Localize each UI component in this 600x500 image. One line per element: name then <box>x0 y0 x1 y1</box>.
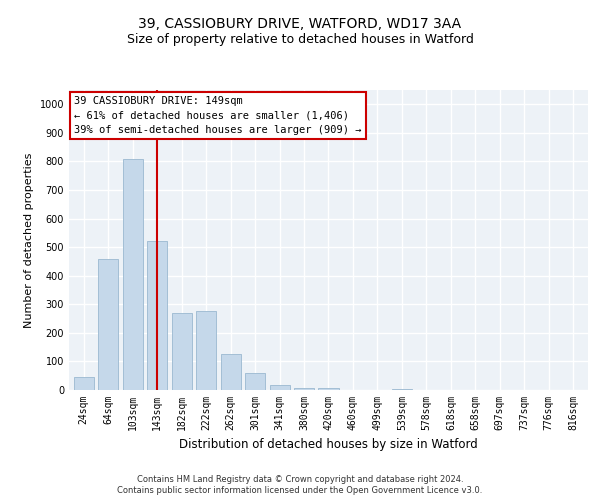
Text: 39 CASSIOBURY DRIVE: 149sqm
← 61% of detached houses are smaller (1,406)
39% of : 39 CASSIOBURY DRIVE: 149sqm ← 61% of det… <box>74 96 361 136</box>
Bar <box>221 354 241 390</box>
Bar <box>172 313 191 390</box>
Bar <box>98 258 118 390</box>
X-axis label: Distribution of detached houses by size in Watford: Distribution of detached houses by size … <box>179 438 478 452</box>
Bar <box>196 312 216 390</box>
Bar <box>122 158 143 390</box>
Y-axis label: Number of detached properties: Number of detached properties <box>24 152 34 328</box>
Bar <box>294 388 314 390</box>
Bar <box>269 385 290 390</box>
Bar <box>392 388 412 390</box>
Bar <box>147 242 167 390</box>
Text: Contains HM Land Registry data © Crown copyright and database right 2024.: Contains HM Land Registry data © Crown c… <box>137 475 463 484</box>
Bar <box>245 373 265 390</box>
Text: 39, CASSIOBURY DRIVE, WATFORD, WD17 3AA: 39, CASSIOBURY DRIVE, WATFORD, WD17 3AA <box>139 18 461 32</box>
Text: Contains public sector information licensed under the Open Government Licence v3: Contains public sector information licen… <box>118 486 482 495</box>
Bar <box>74 377 94 390</box>
Text: Size of property relative to detached houses in Watford: Size of property relative to detached ho… <box>127 32 473 46</box>
Bar <box>319 388 338 390</box>
